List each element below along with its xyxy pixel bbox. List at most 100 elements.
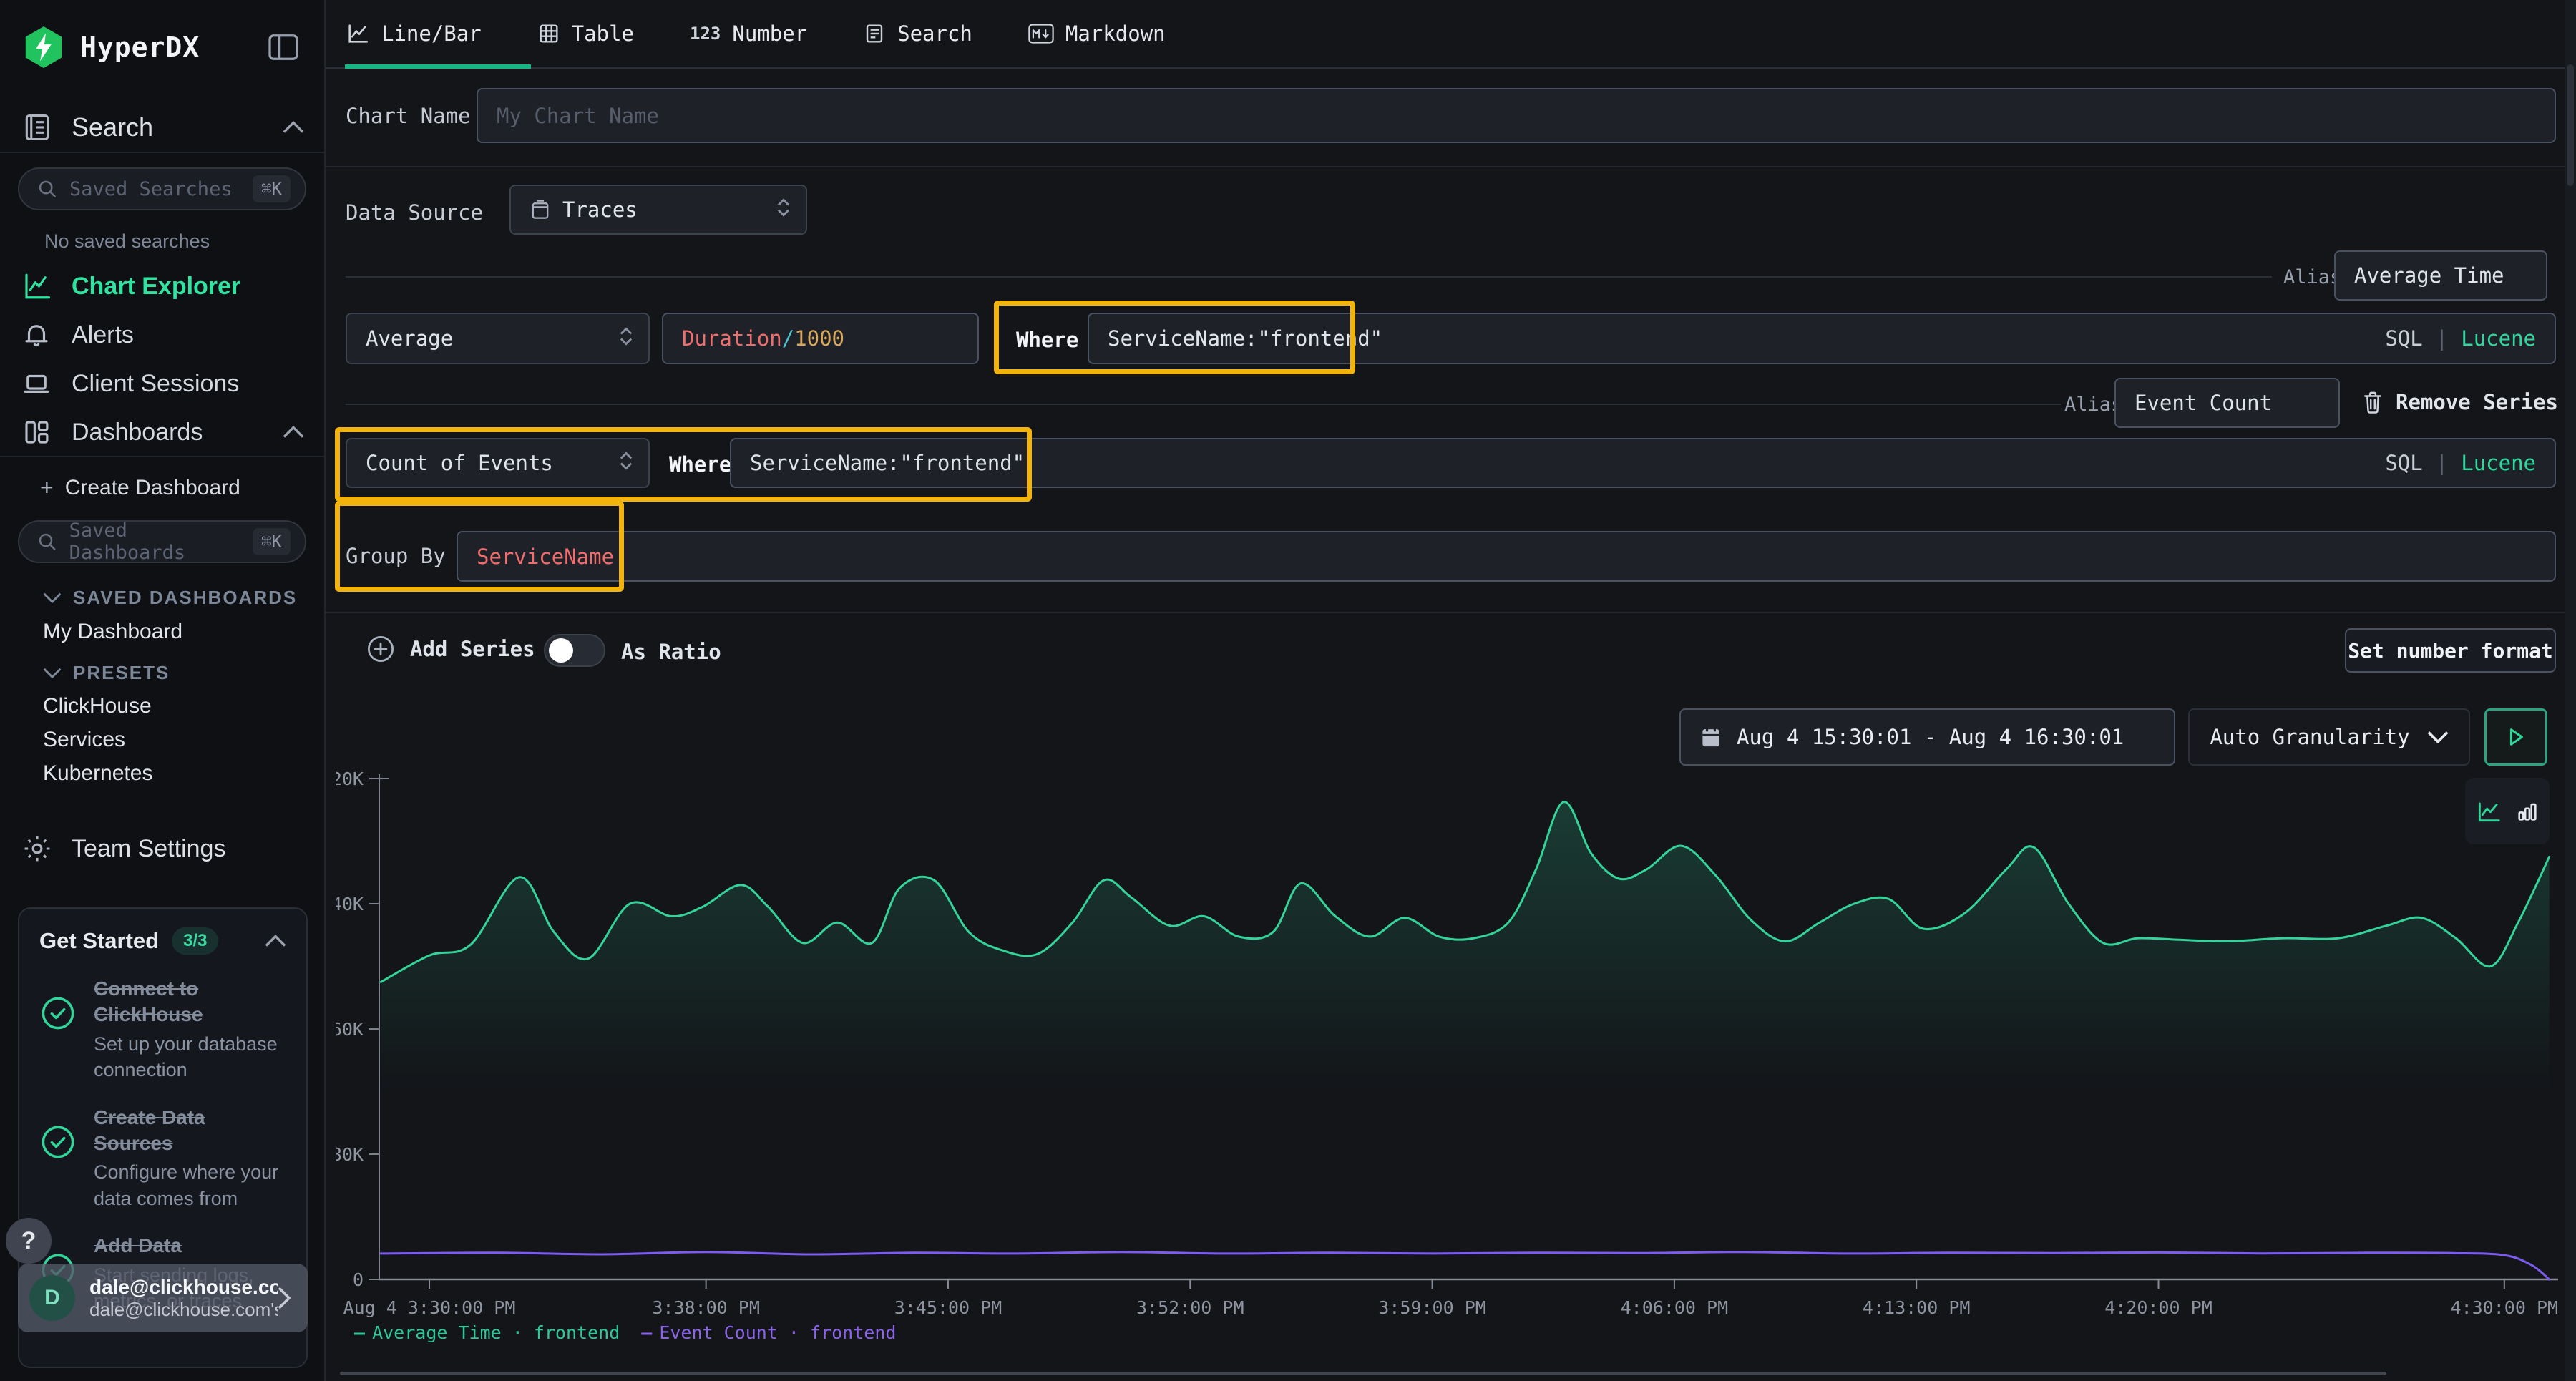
field-token: / <box>782 326 794 351</box>
help-button[interactable]: ? <box>6 1218 52 1264</box>
series-2-where-input[interactable]: ServiceName:"frontend" SQL|Lucene <box>730 438 2556 488</box>
lucene-mode-button[interactable]: Lucene <box>2461 326 2536 351</box>
series-1-alias-input[interactable]: Average Time <box>2334 250 2547 301</box>
create-dashboard-label: Create Dashboard <box>65 476 240 500</box>
chevron-up-icon <box>283 426 304 439</box>
set-number-format-button[interactable]: Set number format <box>2345 628 2556 673</box>
series-2-where-label: Where <box>669 452 731 477</box>
svg-text:3:52:00 PM: 3:52:00 PM <box>1136 1297 1244 1317</box>
line-chart-icon <box>346 21 370 46</box>
series-1-aggregation-value: Average <box>347 326 453 351</box>
sidebar-item-label: Alerts <box>72 321 134 349</box>
saved-dashboards-section-header[interactable]: SAVED DASHBOARDS <box>43 587 297 609</box>
toggle-knob <box>549 638 573 663</box>
divider <box>326 166 2576 167</box>
sidebar-item-team-settings[interactable]: Team Settings <box>21 829 304 869</box>
sidebar-item-client-sessions[interactable]: Client Sessions <box>21 366 304 401</box>
saved-searches-input[interactable]: Saved Searches ⌘K <box>18 167 306 210</box>
remove-series-label: Remove Series <box>2396 390 2558 414</box>
sql-mode-button[interactable]: SQL <box>2385 451 2422 475</box>
sidebar-item-kubernetes[interactable]: Kubernetes <box>43 761 152 786</box>
series-2-where-value: ServiceName:"frontend" <box>731 451 1025 475</box>
horizontal-scrollbar[interactable] <box>340 1372 2386 1375</box>
as-ratio-toggle[interactable] <box>544 634 605 667</box>
sidebar-item-label: Client Sessions <box>72 370 239 398</box>
series-2-alias-input[interactable]: Event Count <box>2114 378 2340 428</box>
sidebar-item-services[interactable]: Services <box>43 728 125 752</box>
series-1-field-input[interactable]: Duration/1000 <box>662 313 979 364</box>
group-by-label: Group By <box>346 544 446 568</box>
search-icon <box>36 531 58 552</box>
sidebar-collapse-icon[interactable] <box>263 29 304 65</box>
legend-swatch: — <box>641 1322 652 1343</box>
data-source-label: Data Source <box>346 200 483 225</box>
sidebar-item-chart-explorer[interactable]: Chart Explorer <box>21 268 304 304</box>
saved-searches-placeholder: Saved Searches <box>69 178 233 200</box>
series-2-aggregation-select[interactable]: Count of Events <box>346 438 650 488</box>
series-2-alias-value: Event Count <box>2116 391 2272 415</box>
chevron-up-icon <box>265 935 286 947</box>
presets-section-header[interactable]: PRESETS <box>43 662 170 684</box>
chart-plot-area[interactable]: 320K240K160K80K0Aug 4 3:30:00 PM3:38:00 … <box>336 737 2562 1317</box>
vertical-scrollbar[interactable] <box>2565 0 2576 1381</box>
series-1-where-input[interactable]: ServiceName:"frontend" SQL|Lucene <box>1088 313 2556 364</box>
main-content: Line/Bar Table 123 Number Search Markdow… <box>326 0 2576 1381</box>
tab-number[interactable]: 123 Number <box>690 21 807 46</box>
sidebar-item-label: Dashboards <box>72 419 203 446</box>
get-started-title: Get Started <box>39 928 159 954</box>
get-started-item-connect[interactable]: Connect to ClickHouse Set up your databa… <box>39 976 286 1083</box>
sidebar-section-search[interactable]: Search <box>21 107 304 147</box>
group-by-input[interactable]: ServiceName <box>457 531 2556 582</box>
create-dashboard-button[interactable]: + Create Dashboard <box>40 474 240 501</box>
shortcut-badge: ⌘K <box>253 175 291 202</box>
legend-label: Event Count · frontend <box>659 1322 896 1343</box>
logo-row: HyperDX <box>21 23 304 72</box>
search-section-icon <box>21 112 53 143</box>
field-token: Duration <box>682 326 782 351</box>
chart-name-label: Chart Name <box>346 104 471 128</box>
remove-series-button[interactable]: Remove Series <box>2361 390 2558 414</box>
section-header-label: SAVED DASHBOARDS <box>73 587 297 609</box>
svg-text:3:59:00 PM: 3:59:00 PM <box>1378 1297 1486 1317</box>
user-email: dale@clickhouse.com <box>89 1276 278 1299</box>
sql-mode-button[interactable]: SQL <box>2385 326 2422 351</box>
svg-text:4:30:00 PM: 4:30:00 PM <box>2451 1297 2559 1317</box>
field-token: 1000 <box>794 326 844 351</box>
app-root: HyperDX Search Saved Searches ⌘K No save… <box>0 0 2576 1381</box>
chevron-up-icon <box>283 121 304 134</box>
chart-name-input[interactable]: My Chart Name <box>477 88 2556 143</box>
tab-markdown[interactable]: Markdown <box>1028 21 1166 46</box>
scrollbar-thumb <box>2567 64 2574 186</box>
user-menu[interactable]: D dale@clickhouse.com dale@clickhouse.co… <box>18 1264 308 1332</box>
table-icon <box>537 22 560 45</box>
document-list-icon <box>863 22 886 45</box>
trash-icon <box>2361 390 2384 414</box>
get-started-progress-badge: 3/3 <box>172 927 218 955</box>
series-1-where-label: Where <box>1016 328 1078 352</box>
tab-line-bar[interactable]: Line/Bar <box>346 21 482 46</box>
svg-text:Aug 4 3:30:00 PM: Aug 4 3:30:00 PM <box>343 1297 516 1317</box>
svg-text:80K: 80K <box>336 1144 364 1165</box>
tab-search[interactable]: Search <box>863 21 972 46</box>
series-2-aggregation-value: Count of Events <box>347 451 553 475</box>
as-ratio-label: As Ratio <box>621 640 721 664</box>
legend-item-average-time[interactable]: — Average Time · frontend <box>354 1322 620 1343</box>
saved-dashboards-input[interactable]: Saved Dashboards ⌘K <box>18 520 306 563</box>
svg-text:4:13:00 PM: 4:13:00 PM <box>1863 1297 1971 1317</box>
add-series-button[interactable]: Add Series <box>366 634 535 664</box>
data-source-select[interactable]: Traces <box>509 185 807 235</box>
get-started-header[interactable]: Get Started 3/3 <box>39 927 286 955</box>
lucene-mode-button[interactable]: Lucene <box>2461 451 2536 475</box>
chevron-right-icon <box>278 1287 291 1309</box>
tab-table[interactable]: Table <box>537 21 634 46</box>
series-1-aggregation-select[interactable]: Average <box>346 313 650 364</box>
sidebar-item-alerts[interactable]: Alerts <box>21 317 304 353</box>
svg-text:320K: 320K <box>336 768 364 789</box>
svg-text:4:06:00 PM: 4:06:00 PM <box>1621 1297 1729 1317</box>
sidebar-item-dashboards[interactable]: Dashboards <box>21 414 304 450</box>
series-divider <box>346 276 2272 278</box>
sidebar-item-clickhouse[interactable]: ClickHouse <box>43 694 152 718</box>
get-started-item-data-sources[interactable]: Create Data Sources Configure where your… <box>39 1105 286 1212</box>
legend-item-event-count[interactable]: — Event Count · frontend <box>641 1322 896 1343</box>
sidebar-item-my-dashboard[interactable]: My Dashboard <box>43 620 182 644</box>
